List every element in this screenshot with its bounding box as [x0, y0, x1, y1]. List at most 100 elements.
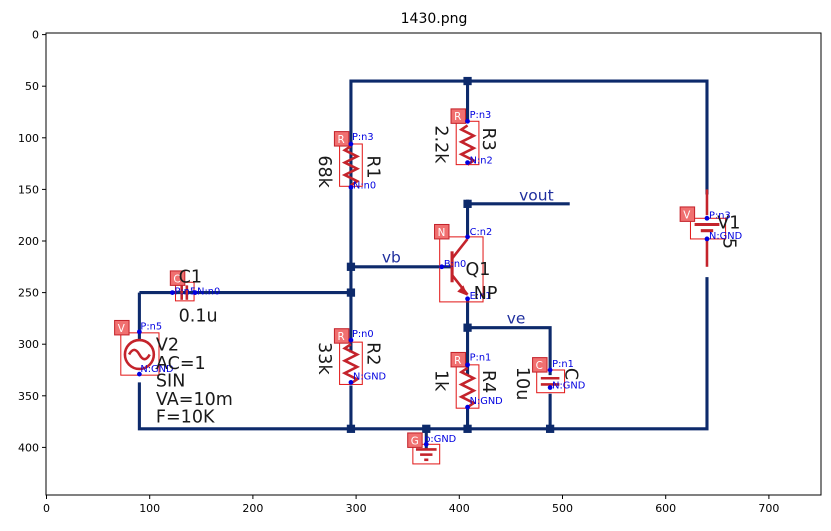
- y-tick-label: 200: [18, 235, 39, 248]
- v1-pin-n: N:GND: [709, 231, 742, 242]
- x-tick: 100: [139, 495, 160, 515]
- resistor-r1: R P:n3 N:n0 R1 68k: [314, 131, 382, 191]
- junction-dot: [422, 424, 431, 433]
- r1-name: R1: [362, 155, 382, 178]
- capacitor-c2: C C 10u P:n1 N:GND: [512, 357, 585, 400]
- q1-pin-c: C:n2: [470, 227, 493, 238]
- y-tick: 50: [25, 80, 46, 93]
- y-tick: 100: [18, 132, 46, 145]
- y-tick: 0: [32, 29, 46, 42]
- r4-value: 1k: [431, 370, 451, 392]
- c2-value: 10u: [512, 367, 532, 400]
- pin-dot: [137, 329, 142, 335]
- v2-pin-p: P:n5: [140, 322, 162, 333]
- pin-dot: [348, 380, 354, 385]
- q1-pin-e: E:n1: [470, 291, 492, 302]
- r2-tag: R: [338, 331, 345, 343]
- y-tick: 350: [18, 390, 46, 403]
- r4-name: R4: [478, 370, 498, 393]
- tag-box: [450, 351, 467, 368]
- bbox: [439, 236, 484, 303]
- junction-dot: [346, 262, 356, 271]
- x-tick: 400: [449, 495, 470, 515]
- junction-dot: [463, 76, 472, 86]
- pin-dot: [192, 290, 198, 295]
- junction-dot: [346, 424, 356, 433]
- pin-dot: [137, 371, 142, 377]
- transistor-q1: N C:n2 B:n0 E:n1 Q1 NP: [434, 223, 498, 304]
- pin-dot: [348, 141, 354, 147]
- v1-value: 5: [718, 238, 738, 249]
- x-tick-label: 700: [758, 502, 779, 515]
- junctions: [346, 76, 555, 433]
- sine-wave-icon: [127, 348, 151, 361]
- pin-dot: [170, 290, 175, 295]
- v1-name: V1: [717, 214, 740, 234]
- r2-name: R2: [362, 342, 382, 365]
- pin-dot: [704, 236, 710, 242]
- r2-pin-p: P:n0: [352, 329, 374, 340]
- y-tick: 150: [18, 183, 46, 196]
- y-tick: 250: [18, 287, 46, 300]
- pin-dot: [465, 234, 470, 240]
- x-tick: 0: [43, 495, 50, 515]
- c2-pin-p: P:n1: [552, 359, 574, 370]
- r3-tag: R: [454, 111, 461, 123]
- x-tick-label: 100: [139, 502, 160, 515]
- x-tick-label: 600: [655, 502, 676, 515]
- ac-source-circle-icon: [123, 338, 156, 371]
- pin-dot: [348, 184, 354, 190]
- c2-name: C: [561, 368, 581, 380]
- c2-tag: C: [536, 360, 543, 372]
- q1-type: NP: [474, 284, 498, 304]
- c1-name: C1: [179, 267, 202, 287]
- resistor-zigzag-icon: [341, 343, 361, 385]
- v2-line2: SIN: [156, 372, 185, 392]
- pin-dot: [348, 337, 354, 343]
- tag-box: [434, 223, 450, 240]
- ground-symbol: G p:GND: [407, 432, 456, 465]
- gnd-tag: G: [411, 435, 419, 447]
- x-tick-label: 200: [242, 502, 263, 515]
- x-tick: 200: [242, 495, 263, 515]
- x-tick: 500: [552, 495, 573, 515]
- v2-tag: V: [118, 323, 125, 335]
- y-tick-label: 0: [32, 29, 39, 42]
- x-axis: 0 100 200 300 400 500 600 700: [43, 495, 779, 515]
- pin-dot: [465, 296, 470, 302]
- r1-value: 68k: [314, 155, 334, 188]
- c1-tag: C: [173, 273, 180, 285]
- tag-box: [679, 206, 696, 222]
- plot-frame: [45, 32, 822, 496]
- gnd-pin: p:GND: [424, 434, 456, 445]
- net-label-ve: ve: [507, 310, 526, 328]
- junction-dot: [463, 199, 472, 208]
- v2-line1: AC=1: [156, 354, 206, 374]
- q1-pin-b: B:n0: [444, 259, 466, 270]
- x-tick: 600: [655, 495, 676, 515]
- pin-dot: [439, 264, 445, 270]
- y-tick-label: 250: [18, 287, 39, 300]
- r4-pin-n: N:GND: [470, 396, 503, 407]
- pin-dot: [465, 160, 470, 165]
- y-tick-label: 300: [18, 338, 39, 351]
- pin-dot: [465, 118, 470, 124]
- emitter-arrow-icon: [457, 285, 468, 296]
- net-label-vout: vout: [519, 187, 554, 205]
- tag-box: [407, 432, 423, 448]
- c1-value: 0.1u: [179, 306, 218, 326]
- r3-name: R3: [478, 127, 498, 150]
- junction-dot: [463, 323, 472, 332]
- net-label-vb: vb: [382, 249, 401, 267]
- wires: [137, 79, 709, 450]
- y-tick: 400: [18, 441, 46, 454]
- v1-tag: V: [683, 209, 690, 221]
- r3-pin-n: N:n2: [470, 156, 493, 167]
- y-tick-label: 150: [18, 183, 39, 196]
- y-tick-label: 400: [18, 441, 39, 454]
- pin-dot: [465, 362, 470, 368]
- y-tick-label: 100: [18, 132, 39, 145]
- r4-pin-p: P:n1: [470, 353, 492, 364]
- v2-line3: VA=10m: [156, 390, 233, 410]
